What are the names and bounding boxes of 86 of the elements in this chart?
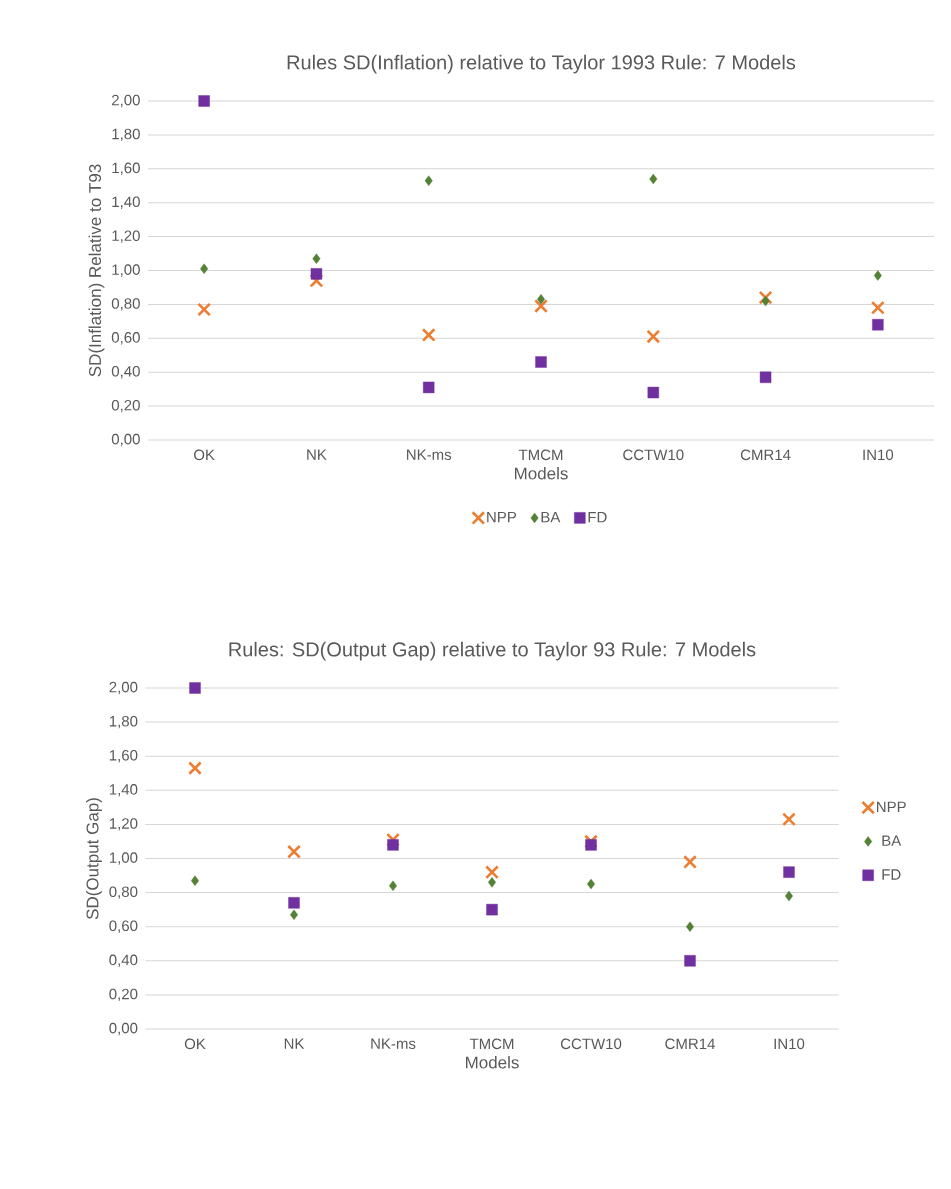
x-tick-label: NK-ms <box>407 449 452 460</box>
x-tick-label: CMR14 <box>740 449 791 461</box>
point <box>873 270 882 281</box>
x-tick-label: CMR14 <box>665 1038 715 1050</box>
point <box>535 356 547 368</box>
point <box>312 253 321 264</box>
point <box>647 386 659 399</box>
point <box>782 812 796 827</box>
point <box>421 327 436 342</box>
point <box>423 381 435 394</box>
x-tick-label: CCTW10 <box>560 1038 622 1050</box>
x-tick-label: TMCM <box>469 1038 514 1050</box>
x-tick-label: TMCM <box>518 449 563 461</box>
chart-title: Rules SD(Inflation) relative to Taylor 1993 Rule: 7 Models <box>287 54 796 74</box>
y-tick-label: 2,00 <box>112 94 140 108</box>
point <box>684 955 696 967</box>
point <box>287 844 301 859</box>
y-tick-label: 0,40 <box>109 954 138 967</box>
y-tick-label: 1,20 <box>112 230 140 243</box>
legend-label: NPP <box>877 801 906 813</box>
y-tick-label: 1,00 <box>112 264 140 277</box>
point <box>683 854 697 869</box>
x-axis-title: Models <box>466 1056 519 1069</box>
y-tick-label: 0,00 <box>111 433 140 447</box>
x-tick-label: OK <box>194 449 215 461</box>
point <box>488 877 496 888</box>
chart-title: Rules: SD(Output Gap) relative to Taylor 93 Rule: 7 Models <box>229 641 756 661</box>
y-tick-label: 1,40 <box>112 196 140 209</box>
point <box>387 839 399 851</box>
legend-label: BA <box>541 511 561 523</box>
legend-label: BA <box>882 835 902 846</box>
point <box>759 371 772 383</box>
y-axis-title: SD(Output Gap) <box>86 798 102 920</box>
x-tick-label: CCTW10 <box>623 449 684 461</box>
legend-label: NPP <box>487 511 517 523</box>
point <box>198 95 210 107</box>
y-tick-label: 0,20 <box>111 399 140 413</box>
point <box>486 903 498 916</box>
point <box>537 294 545 305</box>
point <box>783 866 795 878</box>
y-tick-label: 1,00 <box>109 852 138 865</box>
point <box>585 839 597 851</box>
point <box>389 880 397 891</box>
point <box>758 290 773 305</box>
y-axis-title: SD(Inflation) Relative to T93 <box>88 164 105 377</box>
point <box>290 909 298 920</box>
x-axis-title: Models <box>515 467 568 480</box>
y-tick-label: 1,20 <box>109 818 138 831</box>
x-tick-label: IN10 <box>774 1038 805 1050</box>
x-tick-label: NK <box>284 1038 305 1049</box>
point <box>646 329 661 344</box>
y-tick-label: 0,40 <box>111 365 140 379</box>
y-tick-label: 0,60 <box>109 920 138 933</box>
y-tick-label: 0,80 <box>111 298 140 311</box>
y-tick-label: 0,20 <box>109 988 138 1002</box>
point <box>197 302 212 317</box>
y-tick-label: 1,40 <box>109 784 138 797</box>
point <box>485 865 499 880</box>
y-tick-label: 0,80 <box>109 886 138 899</box>
legend-label: FD <box>882 869 901 880</box>
point <box>872 319 884 331</box>
y-tick-label: 0,60 <box>111 332 140 345</box>
y-tick-label: 1,80 <box>112 128 140 142</box>
x-tick-label: OK <box>184 1038 206 1050</box>
y-tick-label: 1,60 <box>109 750 138 763</box>
y-tick-label: 1,80 <box>109 715 138 729</box>
point <box>288 897 300 909</box>
x-tick-label: NK <box>307 449 327 460</box>
point <box>189 682 201 694</box>
point <box>870 300 885 315</box>
legend-label: FD <box>588 511 607 523</box>
point <box>761 295 770 307</box>
point <box>310 268 323 280</box>
point <box>191 875 199 886</box>
point <box>534 299 548 314</box>
point <box>649 173 658 185</box>
y-tick-label: 0,00 <box>109 1022 138 1036</box>
y-tick-label: 1,60 <box>112 162 140 175</box>
x-tick-label: IN10 <box>863 449 894 461</box>
point <box>188 761 202 776</box>
point <box>424 175 433 186</box>
y-tick-label: 2,00 <box>109 681 138 695</box>
point <box>686 921 694 932</box>
point <box>386 832 400 847</box>
point <box>200 263 209 274</box>
x-tick-label: NK-ms <box>371 1038 416 1049</box>
